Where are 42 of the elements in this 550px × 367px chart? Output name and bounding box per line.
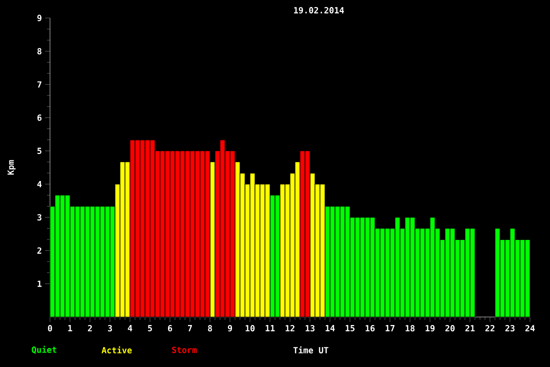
x-tick-label: 15 bbox=[346, 325, 355, 332]
y-tick-label: 4 bbox=[37, 181, 42, 188]
text: Quiet bbox=[32, 346, 56, 354]
x-tick-label: 3 bbox=[108, 325, 112, 332]
x-tick-label: 19 bbox=[426, 325, 435, 332]
x-tick-label: 21 bbox=[465, 325, 475, 332]
y-tick-label: 5 bbox=[37, 148, 42, 154]
x-tick-label: 24 bbox=[525, 325, 535, 332]
text: Active bbox=[102, 346, 132, 354]
x-tick-label: 16 bbox=[366, 325, 375, 332]
x-tick-label: 22 bbox=[485, 325, 494, 332]
bar bbox=[494, 228, 500, 318]
y-tick-label: 7 bbox=[37, 81, 42, 88]
bar bbox=[330, 206, 336, 318]
y-tick-label: 8 bbox=[37, 48, 42, 54]
x-axis-title: Time UT bbox=[293, 346, 328, 354]
x-tick-label: 7 bbox=[188, 325, 192, 332]
chart-title: 19.02.2014 bbox=[294, 7, 344, 14]
x-tick-label: 0 bbox=[48, 325, 52, 332]
x-tick-label: 23 bbox=[505, 325, 515, 332]
x-tick-label: 8 bbox=[208, 325, 212, 332]
y-tick-label: 2 bbox=[37, 247, 42, 254]
x-tick-label: 12 bbox=[286, 325, 294, 332]
x-tick-label: 11 bbox=[266, 325, 275, 332]
y-tick-label: 1 bbox=[38, 280, 42, 287]
x-tick-label: 1 bbox=[68, 325, 72, 332]
y-tick-label: 6 bbox=[37, 114, 42, 121]
y-axis-title: Kpm bbox=[8, 160, 16, 175]
y-tick-label: 3 bbox=[37, 214, 42, 221]
x-tick-label: 10 bbox=[246, 325, 255, 332]
x-tick-label: 5 bbox=[148, 325, 152, 332]
x-tick-label: 20 bbox=[445, 325, 455, 332]
x-tick-label: 14 bbox=[326, 325, 335, 332]
x-tick-label: 13 bbox=[306, 325, 315, 332]
x-tick-label: 18 bbox=[406, 325, 415, 332]
x-tick-label: 17 bbox=[386, 325, 394, 332]
text: Storm bbox=[172, 346, 197, 354]
x-tick-label: 6 bbox=[168, 325, 172, 332]
x-tick-label: 4 bbox=[128, 325, 132, 332]
x-tick-label: 9 bbox=[228, 325, 232, 332]
x-tick-label: 2 bbox=[88, 325, 92, 332]
y-tick-label: 9 bbox=[37, 14, 42, 22]
